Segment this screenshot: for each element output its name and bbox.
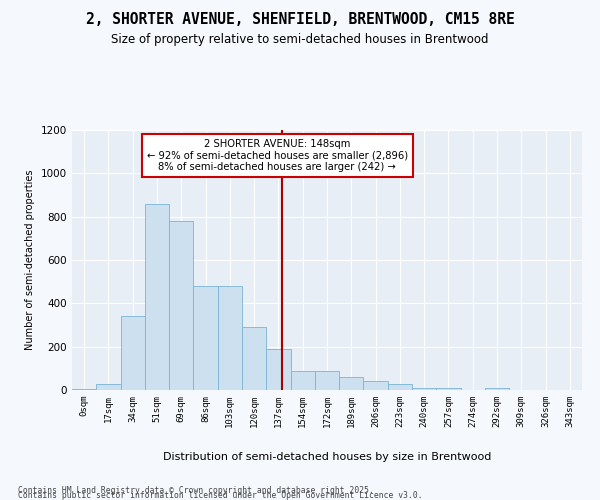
Bar xyxy=(72,389,96,390)
Bar xyxy=(485,388,509,390)
Text: Contains HM Land Registry data © Crown copyright and database right 2025.: Contains HM Land Registry data © Crown c… xyxy=(18,486,374,495)
Bar xyxy=(266,349,290,390)
Text: 2, SHORTER AVENUE, SHENFIELD, BRENTWOOD, CM15 8RE: 2, SHORTER AVENUE, SHENFIELD, BRENTWOOD,… xyxy=(86,12,514,28)
Y-axis label: Number of semi-detached properties: Number of semi-detached properties xyxy=(25,170,35,350)
Bar xyxy=(218,286,242,390)
Bar xyxy=(290,370,315,390)
Bar xyxy=(145,204,169,390)
Bar xyxy=(364,382,388,390)
Bar xyxy=(169,221,193,390)
Bar xyxy=(242,327,266,390)
Text: Size of property relative to semi-detached houses in Brentwood: Size of property relative to semi-detach… xyxy=(111,32,489,46)
Text: Contains public sector information licensed under the Open Government Licence v3: Contains public sector information licen… xyxy=(18,491,422,500)
Text: 2 SHORTER AVENUE: 148sqm
← 92% of semi-detached houses are smaller (2,896)
8% of: 2 SHORTER AVENUE: 148sqm ← 92% of semi-d… xyxy=(146,138,408,172)
Bar xyxy=(96,384,121,390)
Bar xyxy=(315,370,339,390)
Text: Distribution of semi-detached houses by size in Brentwood: Distribution of semi-detached houses by … xyxy=(163,452,491,462)
Bar xyxy=(193,286,218,390)
Bar xyxy=(339,377,364,390)
Bar xyxy=(121,316,145,390)
Bar xyxy=(412,388,436,390)
Bar xyxy=(436,388,461,390)
Bar xyxy=(388,384,412,390)
